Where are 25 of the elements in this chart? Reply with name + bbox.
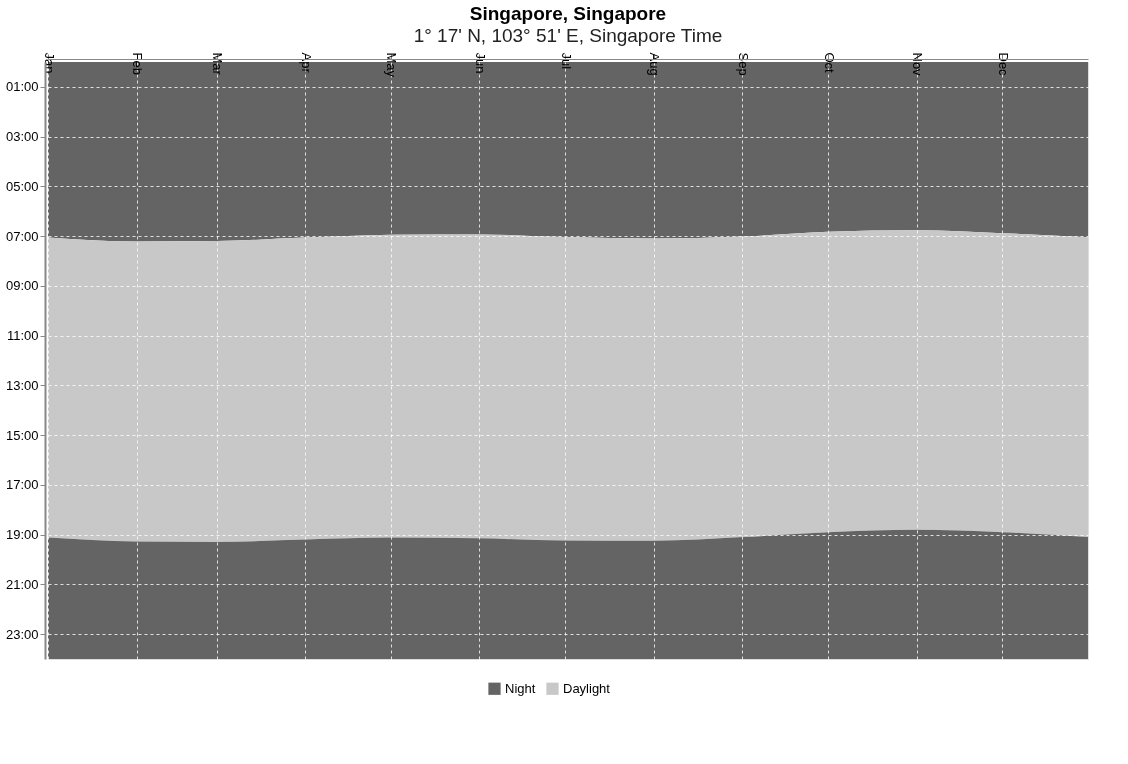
y-tick-label: 03:00	[5, 129, 39, 145]
x-tick-label: Jun	[472, 52, 488, 74]
y-tick-label: 13:00	[5, 377, 39, 393]
y-tick-label: 21:00	[5, 576, 39, 592]
y-tick-label: 05:00	[5, 178, 39, 194]
x-tick-label: Aug	[647, 52, 663, 76]
y-tick-label: 09:00	[5, 278, 39, 294]
x-tick-label: Mar	[210, 52, 226, 76]
x-tick-label: Feb	[130, 52, 146, 75]
x-tick-label: May	[384, 52, 400, 78]
y-tick-label: 15:00	[5, 427, 39, 443]
chart-subtitle: 1° 17' N, 103° 51' E, Singapore Time	[413, 25, 723, 46]
x-tick-label: Nov	[910, 52, 926, 77]
y-tick-label: 11:00	[6, 328, 39, 344]
x-tick-label: Dec	[995, 52, 1011, 77]
legend-label: Night	[505, 680, 536, 696]
x-tick-label: Jul	[558, 52, 574, 70]
chart-title: Singapore, Singapore	[469, 3, 667, 24]
legend-label: Daylight	[563, 680, 611, 696]
y-tick-label: 07:00	[5, 228, 39, 244]
y-tick-label: 17:00	[5, 477, 39, 493]
y-tick-label: 23:00	[5, 626, 39, 642]
x-tick-label: Apr	[298, 52, 314, 74]
y-tick-label: 01:00	[5, 79, 39, 95]
y-tick-label: 19:00	[5, 527, 39, 543]
